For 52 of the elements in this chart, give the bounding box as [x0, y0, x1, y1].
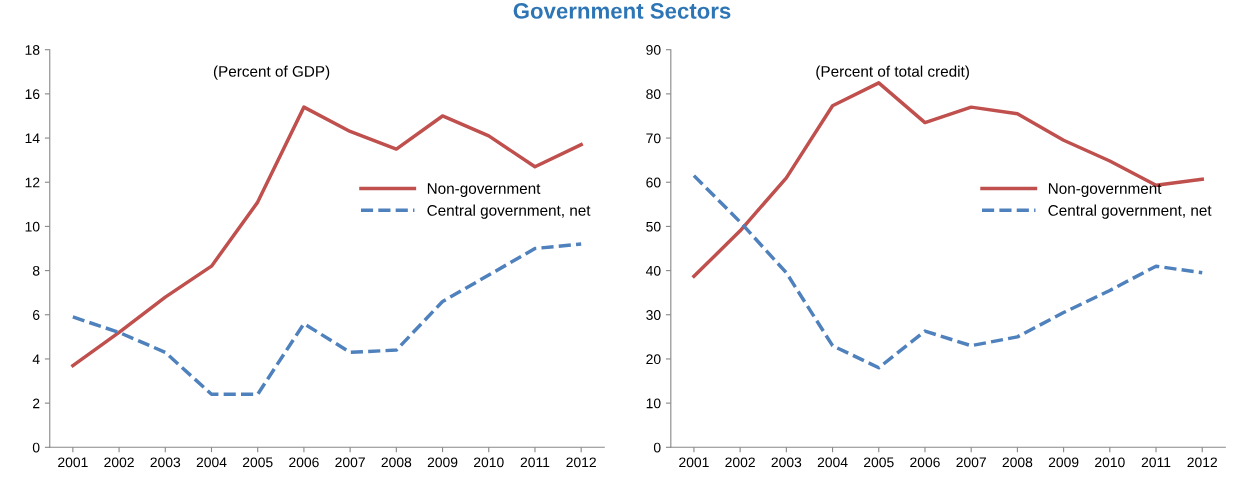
x-tick-label: 2001: [679, 457, 709, 468]
x-tick-label: 2010: [1095, 457, 1125, 468]
legend-label: Non-government: [427, 183, 541, 197]
x-tick-label: 2005: [864, 457, 894, 468]
x-tick-label: 2003: [771, 457, 802, 468]
x-tick-label: 2011: [1141, 457, 1171, 468]
x-tick-label: 2006: [910, 457, 940, 468]
x-tick-label: 2002: [725, 457, 755, 468]
x-tick-label: 2008: [381, 457, 412, 468]
text: (Percent of total credit): [816, 65, 969, 80]
x-tick-label: 2007: [956, 457, 986, 468]
x-tick-label: 2006: [289, 457, 319, 468]
y-tick-label: 80: [646, 89, 661, 100]
x-tick-label: 2001: [58, 457, 88, 468]
y-tick-label: 10: [646, 398, 661, 409]
legend-label: Non-government: [1048, 183, 1162, 197]
y-tick-label: 18: [25, 45, 40, 55]
y-tick-label: 60: [646, 177, 661, 188]
x-tick-label: 2003: [150, 457, 181, 468]
x-tick-label: 2004: [196, 457, 227, 468]
y-tick-label: 12: [25, 177, 40, 188]
text: (Percent of GDP): [213, 65, 330, 80]
y-tick-label: 90: [646, 45, 661, 55]
x-tick-label: 2008: [1002, 457, 1033, 468]
y-tick-label: 70: [646, 133, 661, 144]
y-tick-label: 30: [646, 310, 661, 320]
x-tick-label: 2011: [520, 457, 550, 468]
y-tick-label: 16: [25, 89, 40, 100]
x-tick-label: 2012: [566, 457, 596, 468]
y-tick-label: 2: [33, 398, 40, 409]
chart-title: Government Sectors: [513, 3, 731, 19]
x-tick-label: 2004: [817, 457, 848, 468]
x-tick-label: 2010: [474, 457, 504, 468]
y-tick-label: 14: [25, 133, 40, 144]
x-tick-label: 2009: [1048, 457, 1079, 468]
y-tick-label: 20: [646, 354, 661, 365]
y-tick-label: 4: [32, 354, 40, 364]
line-series: [71, 242, 583, 397]
x-tick-label: 2012: [1187, 457, 1217, 468]
y-tick-label: 6: [33, 310, 40, 320]
y-tick-label: 50: [646, 221, 661, 232]
y-tick-label: 10: [25, 221, 40, 232]
x-tick-label: 2009: [427, 457, 458, 468]
x-tick-label: 2005: [242, 457, 273, 468]
y-tick-label: 40: [645, 265, 661, 276]
y-tick-label: 0: [32, 442, 40, 453]
x-tick-label: 2002: [104, 457, 134, 468]
legend-label: Central government, net: [1048, 204, 1212, 219]
legend-label: Central government, net: [427, 204, 591, 219]
y-tick-label: 0: [653, 442, 661, 453]
x-tick-label: 2007: [335, 457, 365, 468]
y-tick-label: 8: [32, 265, 40, 276]
